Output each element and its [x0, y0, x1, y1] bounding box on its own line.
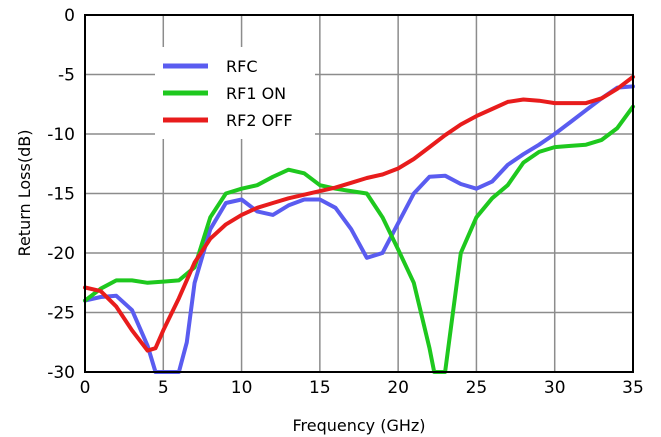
x-tick-labels: 0 5 10 15 20 25 30 35 [80, 378, 644, 398]
series-line-rf2-off [83, 74, 635, 353]
y-tick-label: 0 [64, 6, 75, 26]
x-tick-label: 5 [158, 378, 169, 398]
legend: RFC RF1 ON RF2 OFF [163, 57, 293, 130]
plot-frame [84, 14, 634, 373]
x-tick-label: 30 [544, 378, 566, 398]
x-tick-label: 10 [231, 378, 253, 398]
y-tick-label: -25 [47, 304, 75, 324]
y-axis-title: Return Loss(dB) [15, 130, 34, 257]
x-tick-label: 15 [309, 378, 331, 398]
x-tick-label: 0 [80, 378, 91, 398]
legend-label: RF2 OFF [226, 111, 293, 130]
y-tick-label: -30 [47, 363, 75, 383]
y-tick-label: -15 [47, 185, 75, 205]
y-tick-label: -20 [47, 244, 75, 264]
x-tick-label: 20 [387, 378, 409, 398]
legend-label: RF1 ON [226, 84, 286, 103]
x-axis-title: Frequency (GHz) [292, 416, 425, 435]
y-tick-label: -10 [47, 125, 75, 145]
legend-label: RFC [226, 57, 258, 76]
x-tick-label: 35 [622, 378, 644, 398]
y-tick-label: -5 [58, 66, 75, 86]
series-line-rf1-on [83, 104, 635, 374]
y-tick-labels: 0 -5 -10 -15 -20 -25 -30 [47, 6, 75, 383]
x-tick-label: 25 [466, 378, 488, 398]
